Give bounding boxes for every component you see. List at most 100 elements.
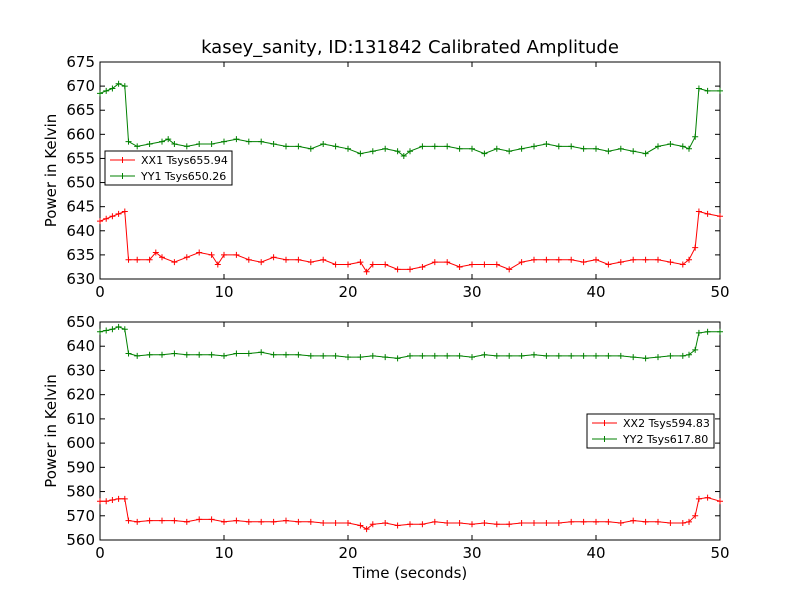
data-point (183, 351, 190, 358)
data-point (307, 259, 314, 266)
data-point (159, 517, 165, 524)
y-axis-label: Power in Kelvin (42, 374, 60, 488)
data-point (469, 145, 475, 152)
data-point (679, 520, 686, 527)
y-tick-label: 675 (66, 53, 95, 71)
data-point (444, 520, 451, 527)
y-tick-label: 640 (66, 222, 95, 240)
data-point (369, 352, 376, 359)
data-point (258, 138, 265, 145)
data-point (196, 249, 203, 256)
data-point (686, 518, 692, 525)
data-point (115, 323, 122, 330)
data-point (617, 145, 624, 152)
data-point (382, 261, 389, 268)
data-point (431, 518, 438, 525)
data-point (369, 148, 376, 155)
data-point (419, 521, 426, 528)
y-tick-label: 655 (66, 149, 95, 167)
legend-label: XX1 Tsys655.94 (141, 154, 228, 167)
data-point (97, 328, 103, 335)
data-point (171, 517, 178, 524)
data-point (258, 518, 265, 525)
data-point (109, 497, 116, 504)
data-point (258, 259, 265, 266)
x-tick-label: 10 (214, 544, 233, 562)
data-point (679, 352, 686, 359)
data-point (245, 518, 252, 525)
legend-marker (119, 173, 126, 179)
data-point (568, 256, 575, 263)
data-point (146, 351, 153, 358)
y-tick-label: 580 (66, 483, 95, 501)
data-point (394, 266, 401, 273)
data-point (531, 520, 537, 527)
data-point (363, 268, 370, 275)
data-point (233, 350, 240, 357)
data-point (667, 520, 674, 527)
data-point (642, 355, 649, 362)
data-point (295, 143, 302, 150)
x-axis-label: Time (seconds) (352, 564, 468, 582)
legend-marker (601, 420, 608, 426)
data-point (369, 261, 376, 268)
data-point (568, 518, 575, 525)
data-point (555, 352, 562, 359)
data-point (270, 518, 277, 525)
data-point (593, 256, 599, 263)
legend-box (586, 413, 715, 449)
data-point (481, 150, 488, 157)
data-point (704, 210, 711, 217)
data-point (593, 518, 599, 525)
data-point (456, 145, 463, 152)
x-tick-label: 0 (95, 544, 105, 562)
data-point (531, 351, 537, 358)
data-point (208, 140, 215, 147)
data-point (245, 138, 252, 145)
data-point (320, 352, 327, 359)
bottom-plot: 0 10 20 30 40 50 560 570 580 590 600 610 620 630 640 65… (42, 313, 730, 562)
data-point (152, 249, 159, 256)
data-point (307, 145, 314, 152)
data-point (208, 516, 215, 523)
y-tick-label: 640 (66, 337, 95, 355)
data-point (630, 354, 637, 361)
data-point (518, 145, 525, 152)
data-point (493, 521, 500, 528)
data-point (655, 143, 661, 150)
data-point (146, 140, 153, 147)
data-point (221, 352, 227, 359)
data-point (506, 148, 513, 155)
data-point (320, 520, 327, 527)
data-point (667, 140, 674, 147)
data-point (125, 256, 132, 263)
data-point (655, 354, 661, 361)
data-point (419, 263, 426, 270)
data-point (692, 346, 699, 353)
y-tick-label: 600 (66, 434, 95, 452)
data-point (469, 354, 475, 361)
data-point (630, 517, 637, 524)
legend-label: XX2 Tsys594.83 (623, 417, 710, 430)
data-point (115, 495, 122, 502)
x-tick-label: 30 (462, 544, 481, 562)
data-point (320, 140, 327, 147)
data-point (125, 138, 132, 145)
data-point (456, 520, 463, 527)
data-point (667, 259, 674, 266)
data-point (357, 522, 364, 529)
data-point (394, 355, 401, 362)
data-point (481, 351, 488, 358)
data-point (431, 352, 438, 359)
legend-marker (601, 436, 608, 442)
data-point (580, 518, 587, 525)
data-point (295, 518, 302, 525)
data-point (125, 350, 132, 357)
data-point (407, 352, 413, 359)
data-point (221, 518, 227, 525)
data-point (444, 352, 451, 359)
data-point (555, 143, 562, 150)
x-tick-label: 20 (338, 283, 357, 301)
y-tick-label: 650 (66, 174, 95, 192)
